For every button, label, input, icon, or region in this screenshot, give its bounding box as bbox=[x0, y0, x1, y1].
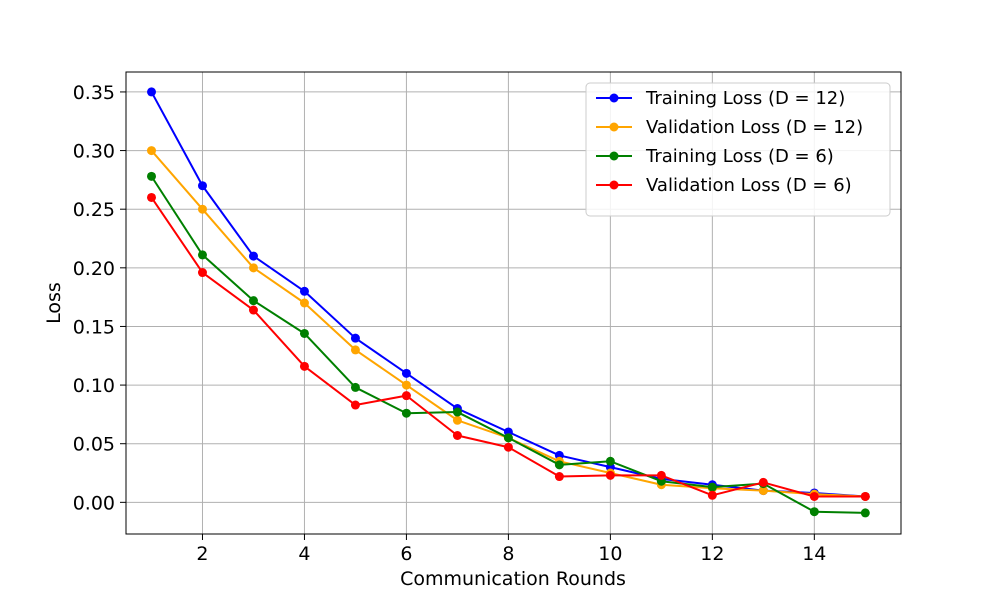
y-tick-label: 0.35 bbox=[73, 82, 115, 104]
data-point bbox=[350, 382, 360, 392]
legend-entry: Training Loss (D = 12) bbox=[596, 88, 845, 109]
legend-swatch-marker bbox=[609, 180, 619, 190]
x-tick-label: 12 bbox=[700, 543, 724, 565]
y-tick-label: 0.25 bbox=[73, 199, 115, 221]
data-point bbox=[758, 477, 768, 487]
data-point bbox=[350, 400, 360, 410]
data-point bbox=[299, 361, 309, 371]
data-point bbox=[248, 305, 258, 315]
data-point bbox=[452, 415, 462, 425]
data-point bbox=[197, 250, 207, 260]
y-tick-label: 0.00 bbox=[73, 492, 115, 514]
y-axis-label: Loss bbox=[43, 282, 65, 324]
legend-box bbox=[585, 82, 891, 217]
data-point bbox=[197, 181, 207, 191]
y-tick-label: 0.30 bbox=[73, 141, 115, 163]
data-point bbox=[605, 456, 615, 466]
data-point bbox=[605, 470, 615, 480]
x-axis-label: Communication Rounds bbox=[400, 568, 626, 590]
data-point bbox=[299, 328, 309, 338]
legend-entry: Validation Loss (D = 12) bbox=[596, 117, 863, 138]
x-tick-label: 2 bbox=[196, 543, 208, 565]
legend-label: Validation Loss (D = 12) bbox=[646, 117, 863, 138]
legend-swatch-marker bbox=[609, 122, 619, 132]
x-tick-label: 6 bbox=[400, 543, 412, 565]
data-point bbox=[809, 491, 819, 501]
legend-swatch-marker bbox=[609, 93, 619, 103]
data-point bbox=[299, 286, 309, 296]
data-point bbox=[860, 491, 870, 501]
data-point bbox=[146, 192, 156, 202]
data-point bbox=[248, 251, 258, 261]
legend: Training Loss (D = 12) Validation Loss (D… bbox=[585, 82, 891, 217]
y-tick-label: 0.15 bbox=[73, 316, 115, 338]
data-point bbox=[146, 171, 156, 181]
series-4 bbox=[146, 192, 870, 501]
legend-swatch-marker bbox=[609, 151, 619, 161]
data-point bbox=[401, 408, 411, 418]
y-tick-label: 0.05 bbox=[73, 434, 115, 456]
legend-label: Training Loss (D = 12) bbox=[645, 88, 845, 109]
y-tick-label: 0.10 bbox=[73, 375, 115, 397]
axis-layer: 2 4 6 8 10 12 14 0.00 0.05 0.10 0.15 0.20 0.25 0.30 0.… bbox=[73, 82, 827, 565]
data-point bbox=[146, 146, 156, 156]
x-tick-label: 14 bbox=[802, 543, 826, 565]
data-point bbox=[401, 380, 411, 390]
data-point bbox=[452, 407, 462, 417]
data-point bbox=[809, 507, 819, 517]
data-point bbox=[503, 433, 513, 443]
data-point bbox=[350, 345, 360, 355]
data-point bbox=[554, 472, 564, 482]
legend-label: Training Loss (D = 6) bbox=[645, 146, 834, 167]
data-point bbox=[503, 442, 513, 452]
legend-entry: Validation Loss (D = 6) bbox=[596, 175, 852, 196]
legend-entry: Training Loss (D = 6) bbox=[596, 146, 834, 167]
data-point bbox=[401, 391, 411, 401]
data-point bbox=[248, 263, 258, 273]
data-point bbox=[707, 482, 717, 492]
series-layer bbox=[146, 87, 870, 518]
legend-label: Validation Loss (D = 6) bbox=[646, 175, 852, 196]
series-3 bbox=[146, 171, 870, 518]
data-point bbox=[452, 431, 462, 441]
data-point bbox=[197, 204, 207, 214]
data-point bbox=[248, 296, 258, 306]
data-point bbox=[299, 298, 309, 308]
data-point bbox=[350, 333, 360, 343]
x-tick-label: 4 bbox=[298, 543, 310, 565]
data-point bbox=[860, 508, 870, 518]
data-point bbox=[554, 460, 564, 470]
y-tick-label: 0.20 bbox=[73, 258, 115, 280]
data-point bbox=[197, 268, 207, 278]
x-tick-label: 8 bbox=[502, 543, 514, 565]
x-tick-label: 10 bbox=[598, 543, 622, 565]
data-point bbox=[656, 470, 666, 480]
data-point bbox=[758, 486, 768, 496]
data-point bbox=[146, 87, 156, 97]
plot-frame bbox=[125, 71, 902, 535]
data-point bbox=[707, 490, 717, 500]
data-point bbox=[401, 368, 411, 378]
